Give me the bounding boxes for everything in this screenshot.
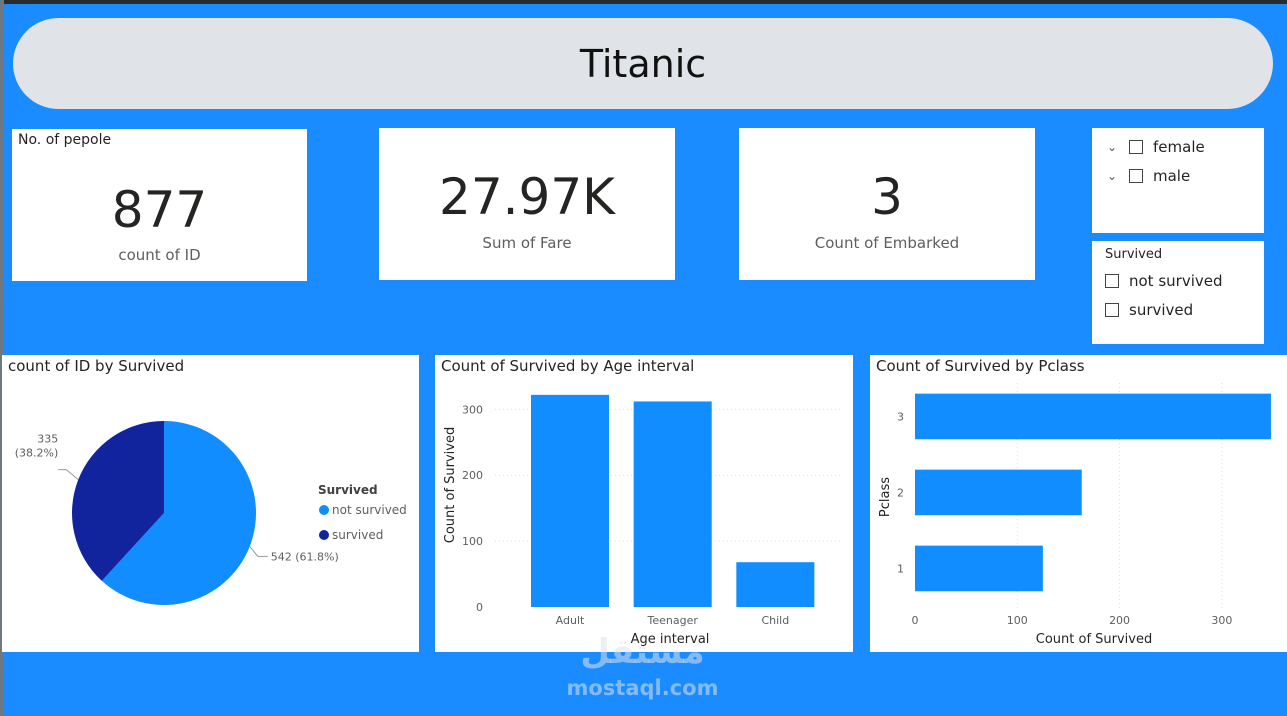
age-bar-chart-visual[interactable]: Count of Survived by Age interval 0 100 20… (435, 355, 853, 652)
x-tick-label: 100 (1007, 614, 1028, 627)
pie-leader-line (58, 469, 79, 481)
legend-item: survived (332, 528, 383, 542)
slicer-title: Survived (1105, 247, 1163, 262)
legend-title: Survived (318, 483, 378, 497)
x-tick-label: 0 (912, 614, 919, 627)
chart-title: count of ID by Survived (8, 357, 185, 375)
pie-data-label: 335 (37, 433, 58, 446)
x-tick-label: Teenager (646, 614, 698, 627)
kpi-embarked-label: Count of Embarked (814, 234, 960, 252)
y-axis-title: Pclass (878, 477, 893, 517)
window-top-border (0, 0, 1287, 4)
chevron-down-icon[interactable]: ⌄ (1107, 169, 1118, 183)
bar-pclass-2 (915, 469, 1082, 516)
pie-chart: 542 (61.8%) 335(38.2%) Survived not survive… (15, 421, 407, 605)
kpi-card-embarked[interactable]: 3 Count of Embarked (739, 128, 1035, 280)
bar-adult (531, 394, 610, 607)
y-tick-label: 0 (476, 601, 483, 614)
pie-chart-visual[interactable]: count of ID by Survived 542 (61.8%) 335 (3… (2, 355, 419, 652)
pie-slice-not-survived (101, 421, 256, 605)
slicer-item-not-survived[interactable]: not survived (1105, 272, 1223, 290)
bar-child (736, 562, 815, 607)
y-tick-label: 1 (897, 562, 904, 575)
kpi-people-value: 877 (111, 181, 208, 239)
checkbox[interactable] (1105, 274, 1119, 288)
pclass-bar-chart-visual[interactable]: Count of Survived by Pclass 0 100 200 300 3 2… (870, 355, 1287, 652)
title-banner: Titanic (13, 18, 1273, 109)
legend-item: not survived (332, 503, 407, 517)
page-title: Titanic (579, 41, 707, 86)
y-tick-label: 3 (897, 410, 904, 423)
y-tick-label: 2 (897, 486, 904, 499)
x-tick-label: Child (761, 614, 789, 627)
kpi-card-fare[interactable]: 27.97K Sum of Fare (379, 128, 675, 280)
watermark-url: mostaql.com (566, 676, 719, 700)
kpi-fare-value: 27.97K (439, 168, 615, 226)
x-tick-label: 200 (1109, 614, 1130, 627)
sex-slicer: ⌄ female ⌄ male (1092, 128, 1264, 233)
x-axis-title: Count of Survived (1036, 632, 1153, 647)
y-tick-label: 200 (462, 469, 483, 482)
pclass-bar-chart: 0 100 200 300 3 2 1 Count of Survived Pclass (878, 383, 1271, 647)
bar-teenager (633, 401, 712, 607)
watermark-logo: مستقل (580, 632, 705, 672)
slicer-item-survived[interactable]: survived (1105, 301, 1193, 319)
kpi-people-label: count of ID (118, 246, 201, 264)
checkbox[interactable] (1129, 140, 1143, 154)
kpi-card-people[interactable]: No. of pepole 877 count of ID (12, 129, 307, 281)
kpi-fare-label: Sum of Fare (482, 234, 572, 252)
kpi-embarked-value: 3 (871, 168, 903, 226)
chart-title: Count of Survived by Pclass (876, 357, 1085, 375)
checkbox[interactable] (1105, 303, 1119, 317)
slicer-item-male[interactable]: ⌄ male (1107, 167, 1190, 185)
slicer-item-female[interactable]: ⌄ female (1107, 138, 1205, 156)
pie-leader-line (249, 546, 268, 557)
checkbox[interactable] (1129, 169, 1143, 183)
chart-title: Count of Survived by Age interval (441, 357, 695, 375)
legend-marker (319, 505, 329, 515)
y-tick-label: 100 (462, 535, 483, 548)
slicer-item-label: survived (1129, 301, 1194, 319)
survived-slicer: Survived not survived survived (1092, 241, 1264, 344)
y-axis-title: Count of Survived (443, 427, 458, 544)
pie-slice-survived (72, 421, 164, 581)
pie-data-label: 542 (61.8%) (271, 550, 339, 563)
kpi-people-header: No. of pepole (18, 132, 112, 148)
bar-pclass-3 (915, 393, 1271, 440)
age-bar-chart: 0 100 200 300 Adult Teenager Child Age interval… (443, 394, 843, 647)
slicer-item-label: not survived (1129, 272, 1223, 290)
y-tick-label: 300 (462, 403, 483, 416)
x-tick-label: Adult (556, 614, 585, 627)
x-axis-title: Age interval (631, 632, 710, 647)
chevron-down-icon[interactable]: ⌄ (1107, 140, 1118, 154)
slicer-item-label: female (1153, 138, 1205, 156)
x-tick-label: 300 (1211, 614, 1232, 627)
pie-data-label: (38.2%) (15, 447, 59, 460)
bar-pclass-1 (915, 545, 1043, 592)
legend-marker (319, 530, 329, 540)
slicer-item-label: male (1153, 167, 1191, 185)
